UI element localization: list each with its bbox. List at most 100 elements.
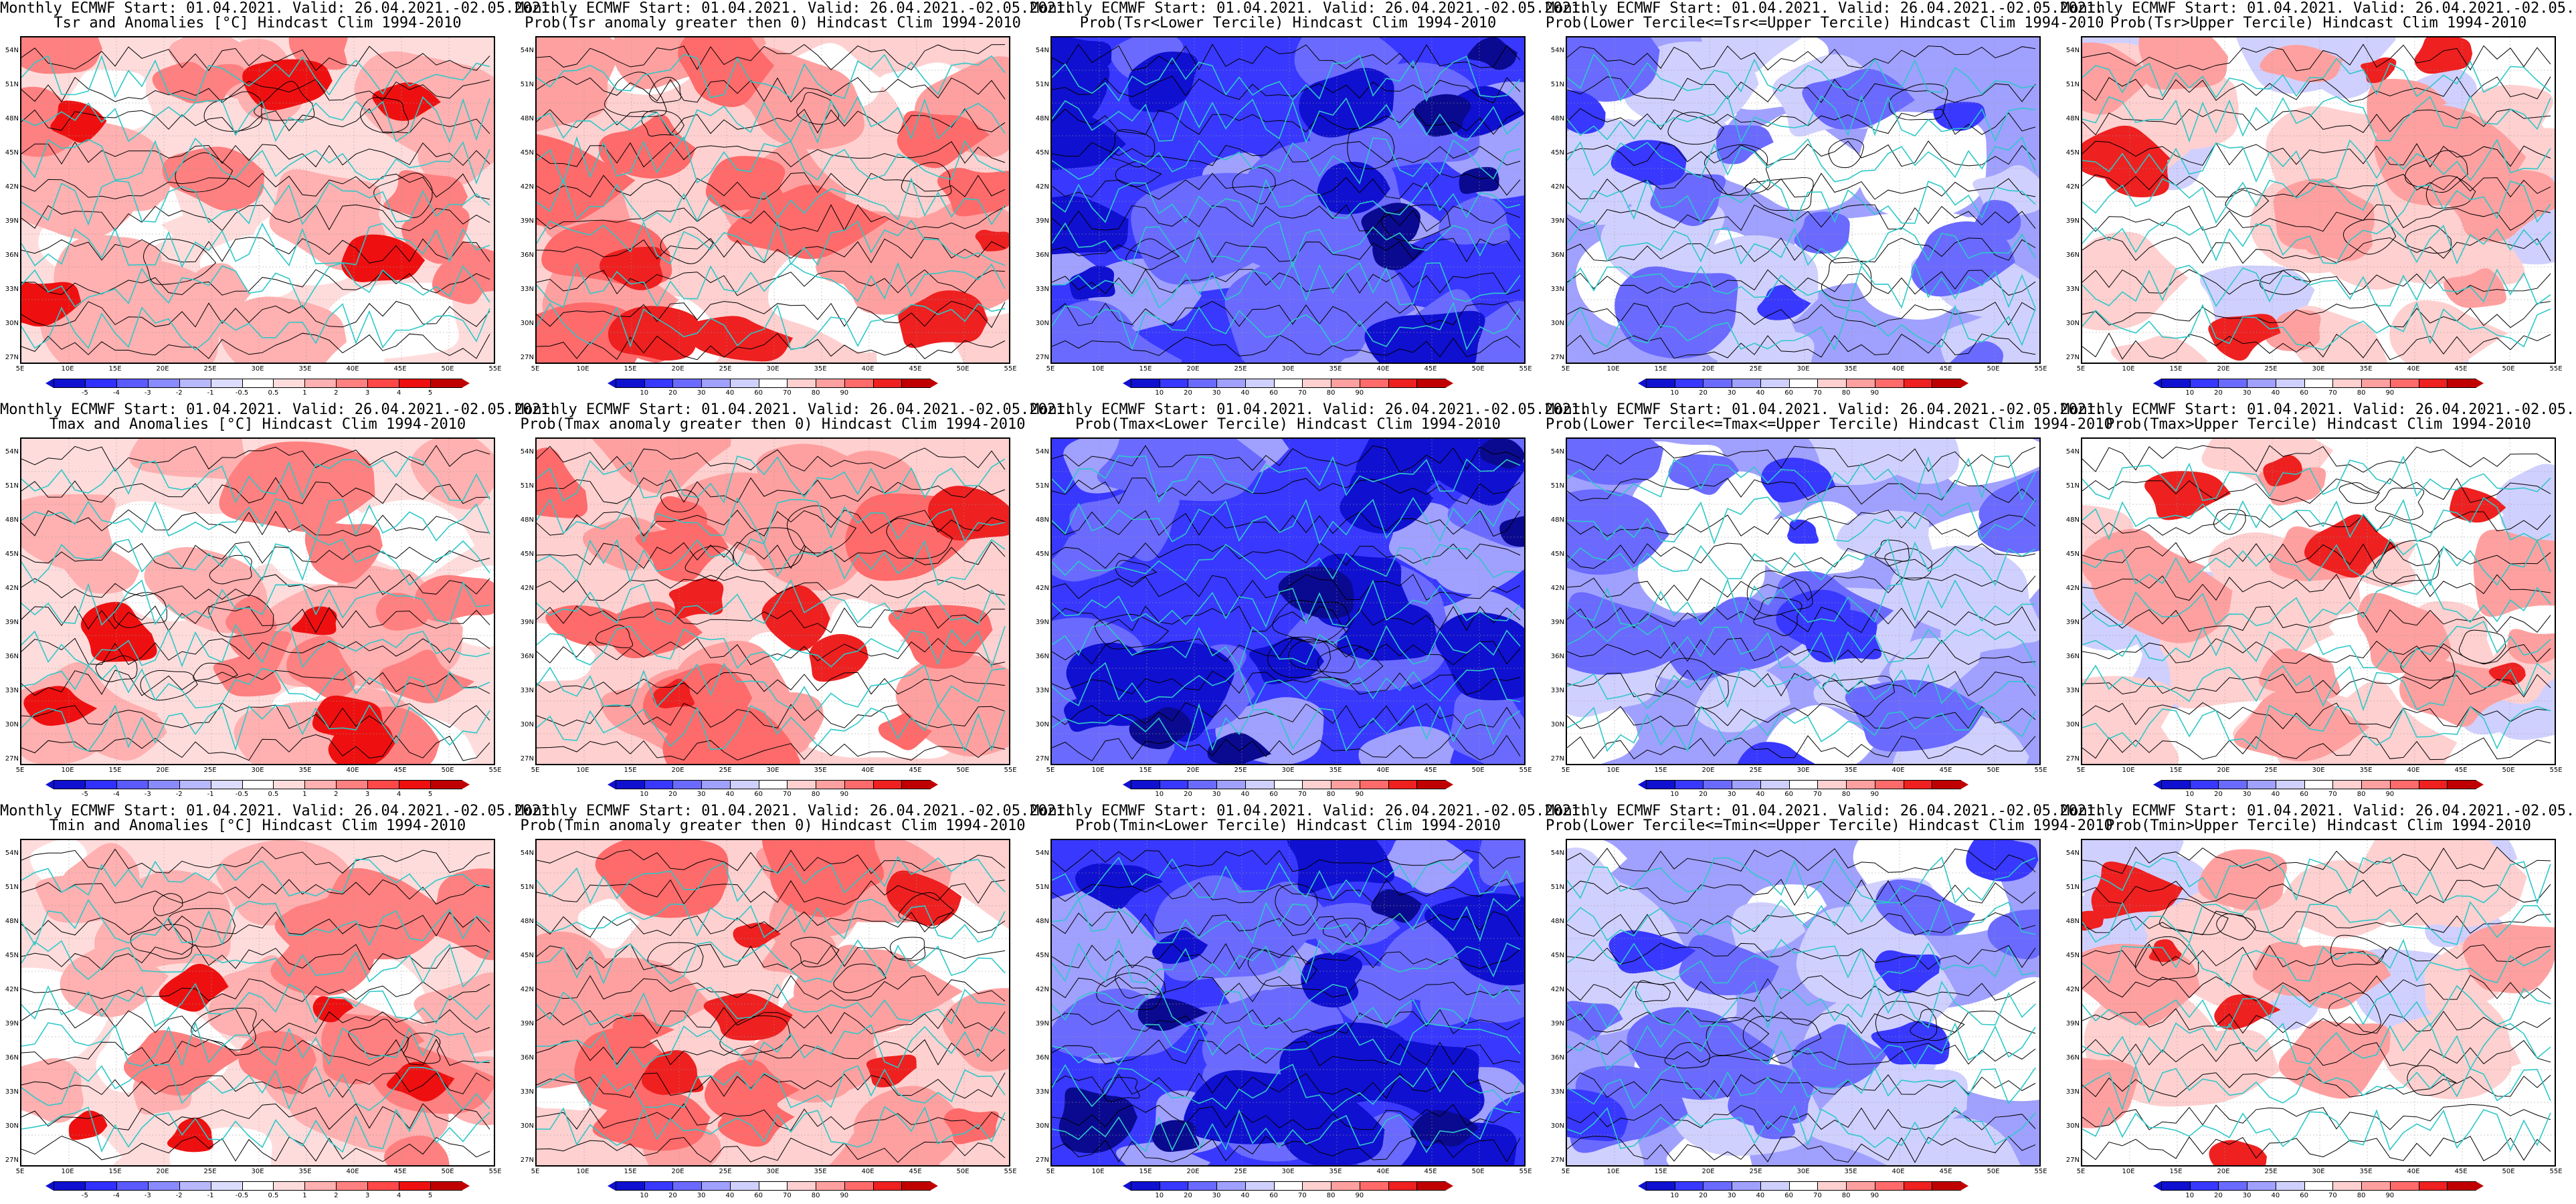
contour-line [537, 43, 1006, 71]
shaded-region [82, 705, 167, 761]
shaded-region [1259, 311, 1369, 360]
color-bar-segment [430, 780, 462, 789]
color-bar-segment [116, 1181, 149, 1191]
shaded-region [1857, 111, 1987, 219]
panel-title-line1: Monthly ECMWF Start: 01.04.2021. Valid: … [1546, 803, 2104, 819]
contour-line [537, 108, 1006, 135]
contour-line [1052, 849, 1521, 872]
longitude-label: 15E [108, 767, 122, 774]
contour-line [1052, 942, 1521, 970]
longitude-label: 30E [1797, 1168, 1810, 1175]
coastline [1052, 702, 1521, 752]
color-bar-segment [758, 1181, 788, 1191]
latitude-label: 30N [520, 320, 534, 327]
latitude-label: 42N [520, 986, 534, 993]
latitude-label: 42N [1550, 585, 1564, 592]
shaded-region [2381, 995, 2512, 1100]
coastline [1567, 664, 2036, 710]
coastline [537, 96, 1006, 144]
contour-line [1052, 141, 1521, 167]
contour-line [140, 670, 198, 701]
longitude-label: 25E [1749, 1168, 1762, 1175]
longitude-label: 50E [956, 767, 970, 774]
longitude-label: 20E [671, 1168, 684, 1175]
shaded-region [1567, 489, 1669, 575]
contour-line [2082, 269, 2551, 295]
color-bar-tick-label: 90 [2385, 389, 2395, 397]
coastline [2082, 178, 2551, 226]
longitude-label: 50E [1471, 365, 1485, 373]
color-bar-tick-label: 20 [2214, 791, 2223, 798]
color-bar-segment [1331, 1181, 1360, 1191]
latitude-label: 27N [1035, 1157, 1049, 1164]
longitude-label: 45E [909, 767, 922, 774]
color-bar-segment [1846, 379, 1875, 388]
contour-line [21, 45, 490, 72]
contour-line [2082, 301, 2551, 328]
color-bar-tick-label: 80 [2357, 791, 2366, 798]
color-bar-segment [1760, 780, 1790, 789]
panel-title-line1: Monthly ECMWF Start: 01.04.2021. Valid: … [2061, 803, 2576, 819]
latitude-label: 30N [5, 320, 19, 327]
contour-line [130, 924, 193, 960]
longitude-label: 20E [1186, 767, 1200, 774]
contour-line [403, 1032, 441, 1064]
coastline [2082, 138, 2551, 183]
color-bar-left-arrow [1638, 780, 1646, 789]
shaded-region [1499, 516, 1524, 547]
contour-line [21, 445, 490, 472]
coastline [1567, 136, 2036, 183]
longitude-label: 5E [531, 365, 540, 373]
longitude-label: 30E [251, 365, 264, 373]
latitude-label: 27N [5, 354, 19, 361]
color-bar-segment [336, 780, 369, 789]
color-bar-tick-label: 40 [1756, 389, 1765, 397]
longitude-label: 35E [1844, 767, 1857, 774]
color-bar-segment [2275, 1181, 2305, 1191]
map-panel: Monthly ECMWF Start: 01.04.2021. Valid: … [1030, 0, 1588, 401]
color-bar-tick-label: 20 [1699, 1192, 1708, 1199]
coastline [1567, 455, 2036, 503]
shaded-region [662, 705, 800, 764]
color-bar-tick-label: 0.5 [268, 791, 279, 798]
color-bar-right-arrow [1445, 379, 1453, 388]
contour-line [1052, 43, 1521, 71]
color-bar-tick-label: 90 [840, 791, 849, 798]
contour-line [1288, 639, 1356, 674]
color-bar-tick-label: 20 [2214, 1192, 2223, 1199]
panel-title-line2: Prob(Tmax>Upper Tercile) Hindcast Clim 1… [2106, 416, 2531, 433]
longitude-label: 20E [1186, 1168, 1200, 1175]
contour-line [2082, 605, 2551, 633]
color-bar-segment [1846, 780, 1875, 789]
longitude-label: 35E [298, 767, 312, 774]
longitude-label: 55E [488, 365, 502, 373]
color-bar-tick-label: 80 [1326, 1192, 1336, 1199]
color-bar-tick-label: -3 [144, 389, 151, 397]
color-bar-tick-label: 40 [725, 389, 735, 397]
contour-line [254, 81, 315, 121]
latitude-label: 45N [520, 952, 534, 959]
color-bar-tick-label: 2 [334, 389, 339, 397]
panel-title-line2: Prob(Tsr<Lower Tercile) Hindcast Clim 19… [1079, 15, 1497, 31]
color-bar-tick-label: 90 [2385, 1192, 2395, 1199]
forecast-map [2081, 437, 2556, 765]
latitude-label: 51N [1035, 884, 1049, 891]
contour-line [1567, 735, 2036, 760]
shaded-region [595, 840, 729, 918]
shaded-region [761, 840, 885, 894]
color-bar-tick-label: 90 [1870, 1192, 1879, 1199]
latitude-label: 48N [5, 918, 19, 925]
coastline [537, 625, 1006, 670]
latitude-label: 42N [1035, 585, 1049, 592]
color-bar-segment [116, 379, 149, 388]
coastline [2082, 455, 2551, 502]
latitude-label: 54N [5, 47, 19, 54]
longitude-label: 30E [251, 1168, 264, 1175]
shaded-region [1075, 863, 1164, 910]
contour-line [21, 879, 490, 905]
forecast-map [1566, 437, 2041, 765]
color-bar-segment [1674, 379, 1704, 388]
contour-line [1744, 177, 1814, 211]
contour-line [1094, 613, 1170, 649]
contour-line [21, 1135, 490, 1163]
